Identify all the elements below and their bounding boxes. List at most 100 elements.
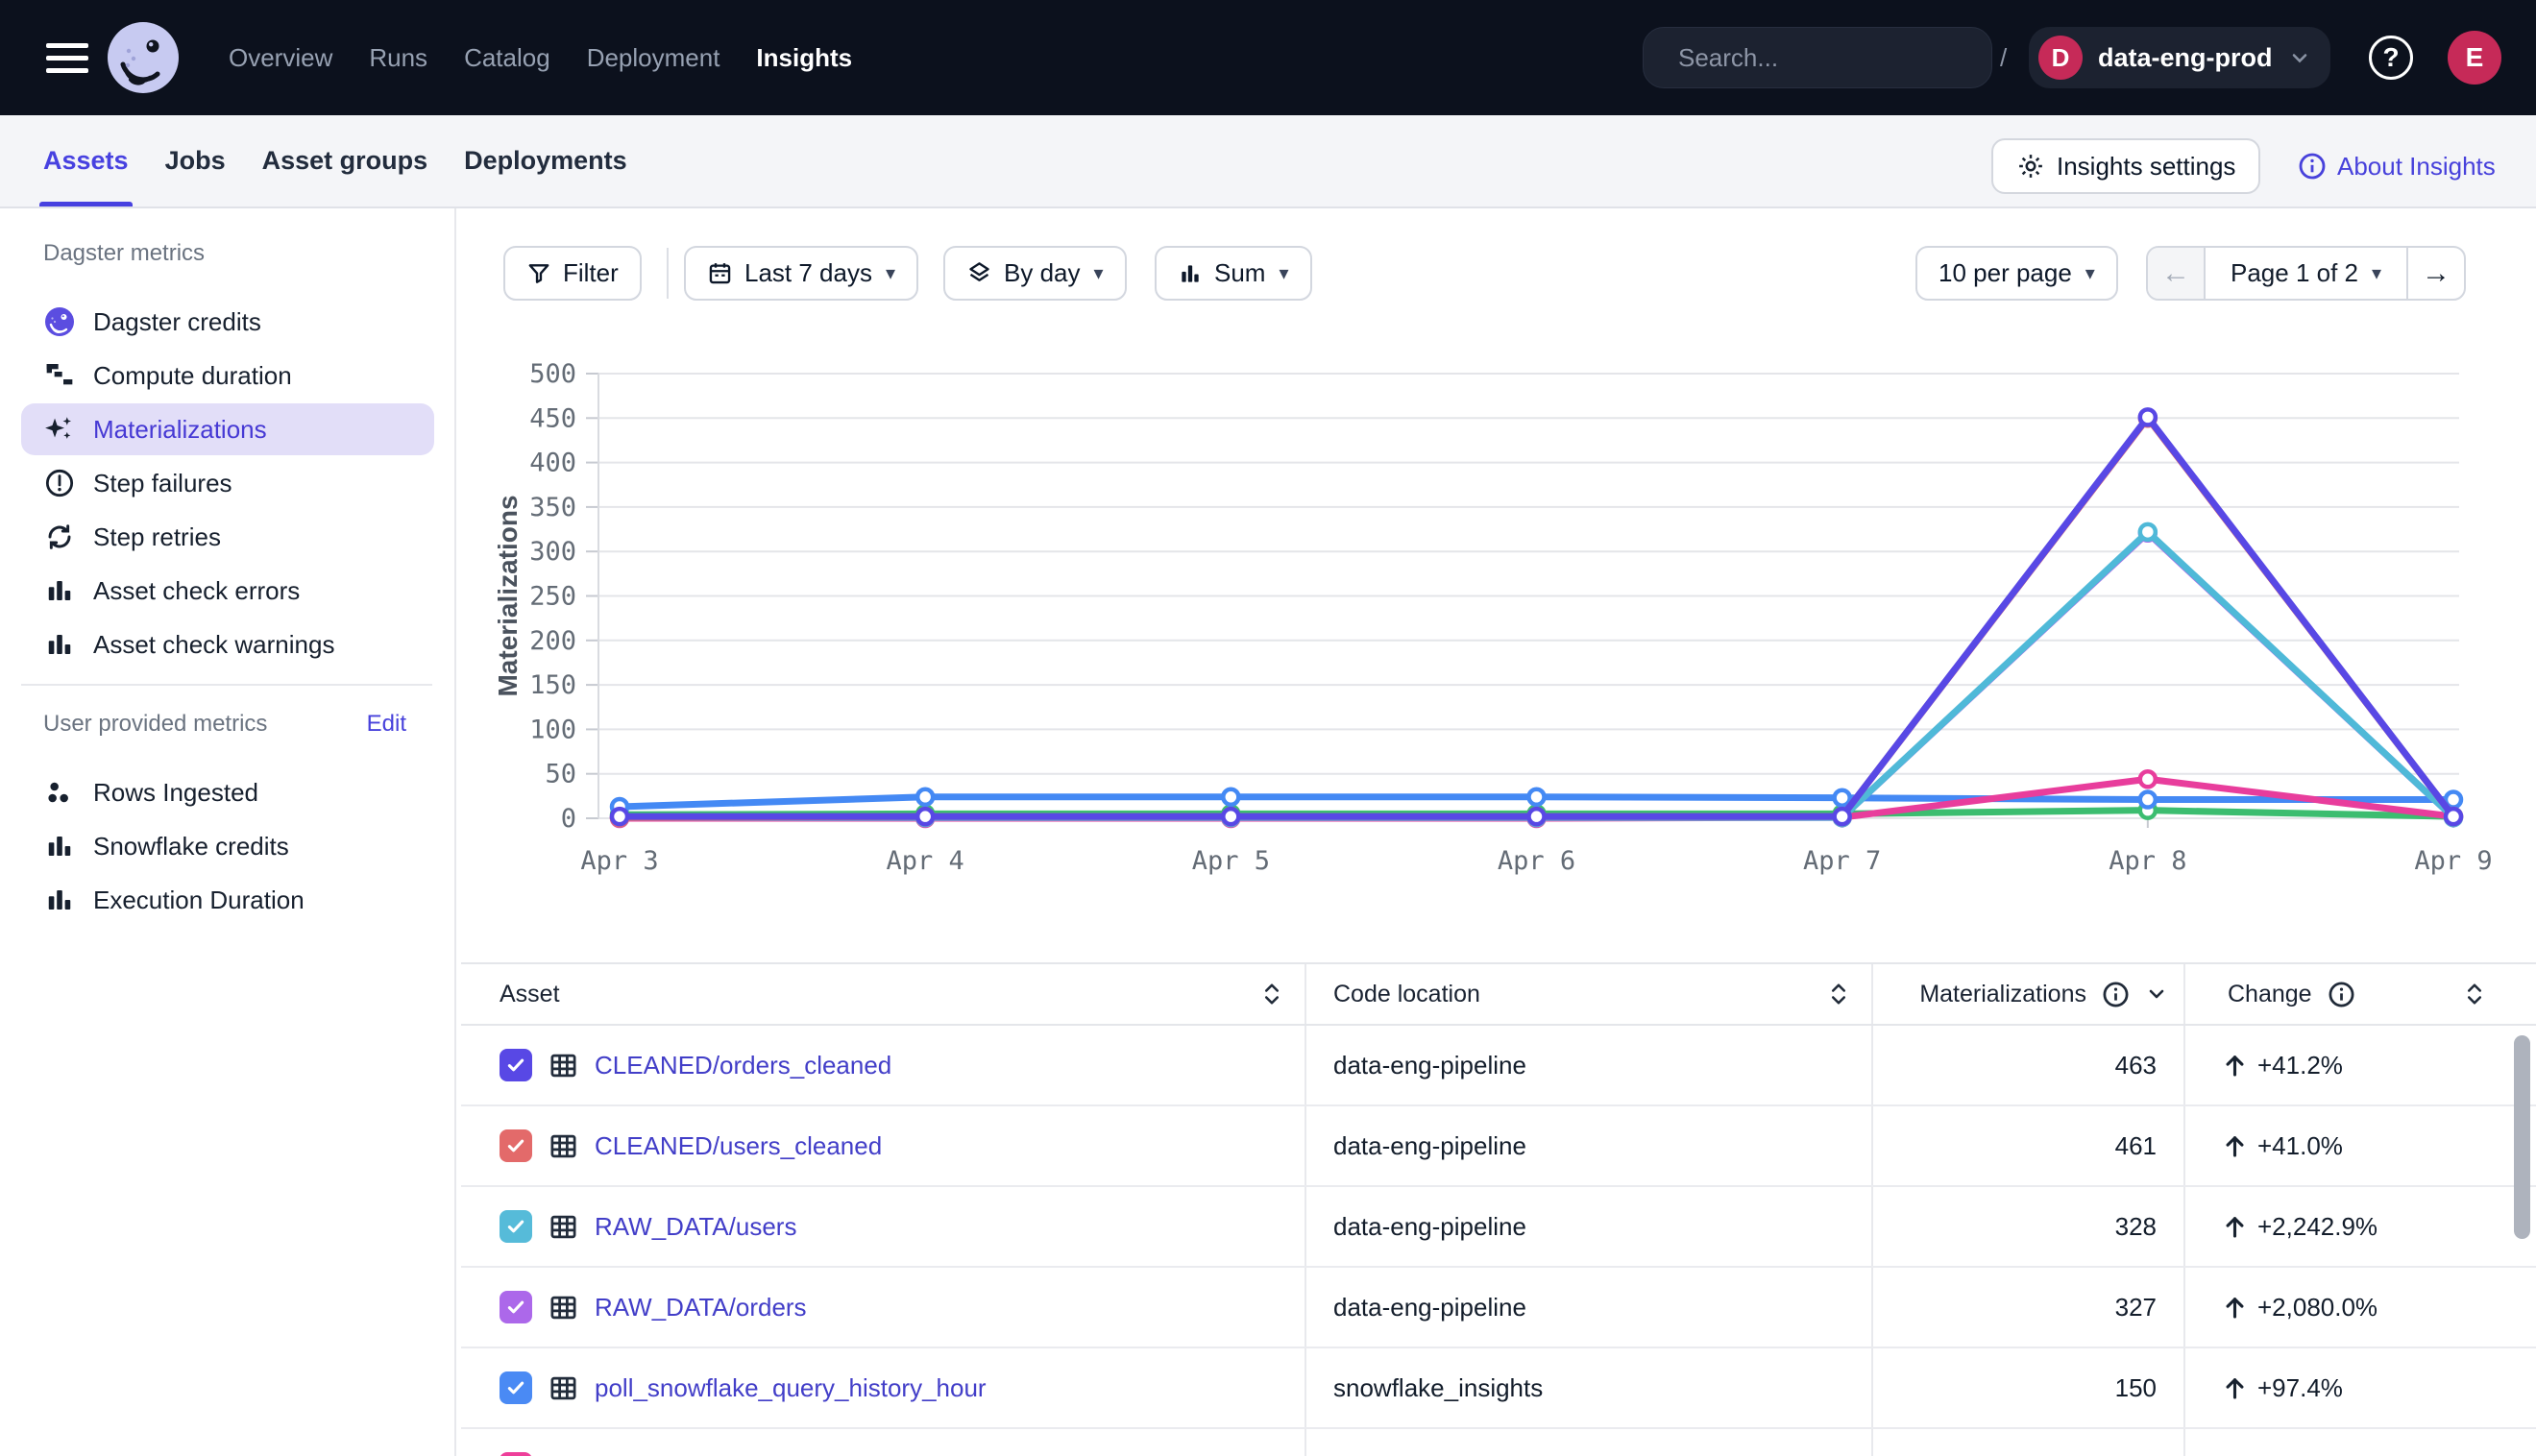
column-header-asset[interactable]: Asset [461, 964, 1306, 1024]
asset-link[interactable]: poll_snowflake_query_history_hour [595, 1372, 987, 1402]
nav-link-runs[interactable]: Runs [369, 42, 428, 72]
insights-settings-button[interactable]: Insights settings [1991, 138, 2261, 194]
column-header-code-location[interactable]: Code location [1306, 964, 1873, 1024]
y-tick-label: 300 [529, 537, 576, 567]
asset-link[interactable]: CLEANED/users_cleaned [595, 1130, 883, 1160]
date-range-label: Last 7 days [744, 258, 872, 287]
nav-link-deployment[interactable]: Deployment [586, 42, 720, 72]
table-asset-icon [549, 1373, 578, 1403]
data-point[interactable] [2137, 522, 2158, 543]
step-retries-icon [43, 521, 76, 553]
group-by-label: By day [1004, 258, 1081, 287]
column-header-change[interactable]: Change [2185, 964, 2536, 1024]
tab-asset-groups[interactable]: Asset groups [261, 146, 428, 175]
global-search[interactable]: / [1643, 27, 2007, 88]
y-tick-label: 100 [529, 715, 576, 744]
sidebar-item-snowflake-credits[interactable]: Snowflake credits [21, 820, 434, 872]
bar-chart-icon [1182, 264, 1199, 282]
previous-page-button[interactable]: ← [2148, 248, 2204, 299]
table-asset-icon [549, 1212, 578, 1242]
row-checkbox[interactable] [500, 1452, 532, 1456]
row-checkbox[interactable] [500, 1049, 532, 1081]
sidebar-item-execution-duration[interactable]: Execution Duration [21, 874, 434, 926]
vertical-scrollbar[interactable] [2514, 1035, 2530, 1239]
page-indicator-dropdown[interactable]: Page 1 of 2 ▾ [2204, 248, 2409, 299]
data-point[interactable] [2443, 806, 2464, 827]
data-point[interactable] [2137, 407, 2158, 427]
data-point[interactable] [1832, 806, 1852, 827]
data-point[interactable] [609, 806, 630, 827]
data-point[interactable] [914, 806, 936, 827]
data-point[interactable] [1526, 806, 1547, 827]
nav-link-catalog[interactable]: Catalog [464, 42, 550, 72]
sidebar-item-label: Asset check warnings [93, 629, 335, 659]
row-checkbox[interactable] [500, 1129, 532, 1162]
dagster-logo-icon[interactable] [108, 22, 179, 93]
sidebar-item-label: Materializations [93, 414, 267, 444]
asset-link[interactable]: CLEANED/orders_cleaned [595, 1050, 892, 1080]
column-header-materializations[interactable]: Materializations [1873, 964, 2185, 1024]
change-cell: +97.4% [2185, 1348, 2536, 1427]
tab-assets[interactable]: Assets [39, 115, 133, 206]
insights-settings-label: Insights settings [2057, 151, 2236, 181]
row-checkbox[interactable] [500, 1371, 532, 1404]
change-value: +2,242.9% [2257, 1211, 2378, 1241]
sidebar-item-rows-ingested[interactable]: Rows Ingested [21, 766, 434, 818]
data-point[interactable] [914, 787, 936, 808]
row-checkbox[interactable] [500, 1291, 532, 1323]
chevron-down-icon [2292, 54, 2306, 63]
sidebar-item-asset-check-errors[interactable]: Asset check errors [21, 565, 434, 617]
page-size-dropdown[interactable]: 10 per page ▾ [1915, 246, 2118, 301]
sidebar-item-materializations[interactable]: Materializations [21, 403, 434, 455]
help-icon[interactable]: ? [2369, 36, 2413, 80]
x-tick-label: Apr 9 [2414, 846, 2492, 876]
materializations-line-chart: 0 50 100 150 200 250 300 350 400 450 500 Apr 3 Apr 4… [493, 359, 2493, 876]
search-input[interactable] [1678, 42, 2000, 73]
change-cell: +2,242.9% [2185, 1187, 2536, 1266]
row-checkbox[interactable] [500, 1210, 532, 1243]
gear-icon [2019, 155, 2042, 178]
nav-link-insights[interactable]: Insights [756, 42, 853, 72]
arrow-up-icon [2222, 1375, 2248, 1401]
bar-chart-icon [43, 574, 76, 607]
section-title-label: Dagster metrics [43, 240, 206, 266]
chart-series-raw-data-users [609, 522, 2464, 828]
group-by-dropdown[interactable]: By day ▾ [943, 246, 1127, 301]
x-tick-label: Apr 3 [580, 846, 658, 876]
tab-deployments[interactable]: Deployments [464, 146, 627, 175]
data-point[interactable] [1221, 806, 1241, 827]
data-point[interactable] [1221, 787, 1241, 808]
next-page-button[interactable]: → [2422, 256, 2451, 289]
sidebar-item-dagster-credits[interactable]: Dagster credits [21, 296, 434, 348]
data-point[interactable] [1832, 788, 1852, 808]
sidebar-item-compute-duration[interactable]: Compute duration [21, 350, 434, 401]
table-asset-icon [549, 1051, 578, 1080]
sort-desc-icon [2145, 983, 2168, 1006]
asset-link[interactable]: RAW_DATA/users [595, 1211, 797, 1241]
asset-link[interactable]: CLEANED/… [595, 1454, 744, 1456]
org-avatar: D [2038, 36, 2083, 80]
section-title-label: User provided metrics [43, 711, 268, 737]
tab-jobs[interactable]: Jobs [164, 146, 226, 175]
sidebar-item-step-retries[interactable]: Step retries [21, 511, 434, 563]
hamburger-menu-icon[interactable] [46, 43, 88, 81]
sidebar-item-step-failures[interactable]: Step failures [21, 457, 434, 509]
data-point[interactable] [2137, 789, 2158, 810]
x-tick-label: Apr 8 [2109, 846, 2186, 876]
nav-link-overview[interactable]: Overview [229, 42, 333, 72]
sidebar-item-asset-check-warnings[interactable]: Asset check warnings [21, 619, 434, 670]
user-avatar[interactable]: E [2448, 31, 2501, 85]
table-header: Asset Code location Materializations Change [461, 962, 2536, 1026]
aggregation-dropdown[interactable]: Sum ▾ [1155, 246, 1312, 301]
about-insights-link[interactable]: About Insights [2298, 138, 2496, 194]
data-point[interactable] [2137, 769, 2158, 789]
organization-switcher[interactable]: D data-eng-prod [2029, 27, 2330, 88]
asset-link[interactable]: RAW_DATA/orders [595, 1292, 807, 1322]
edit-metrics-link[interactable]: Edit [366, 711, 406, 737]
chart-series-cleaned-users-cleaned [609, 408, 2464, 828]
column-label: Code location [1333, 980, 1480, 1007]
data-point[interactable] [1526, 787, 1547, 808]
search-shortcut-hint: / [2000, 42, 2008, 72]
filter-button[interactable]: Filter [503, 246, 642, 301]
date-range-dropdown[interactable]: Last 7 days ▾ [684, 246, 919, 301]
